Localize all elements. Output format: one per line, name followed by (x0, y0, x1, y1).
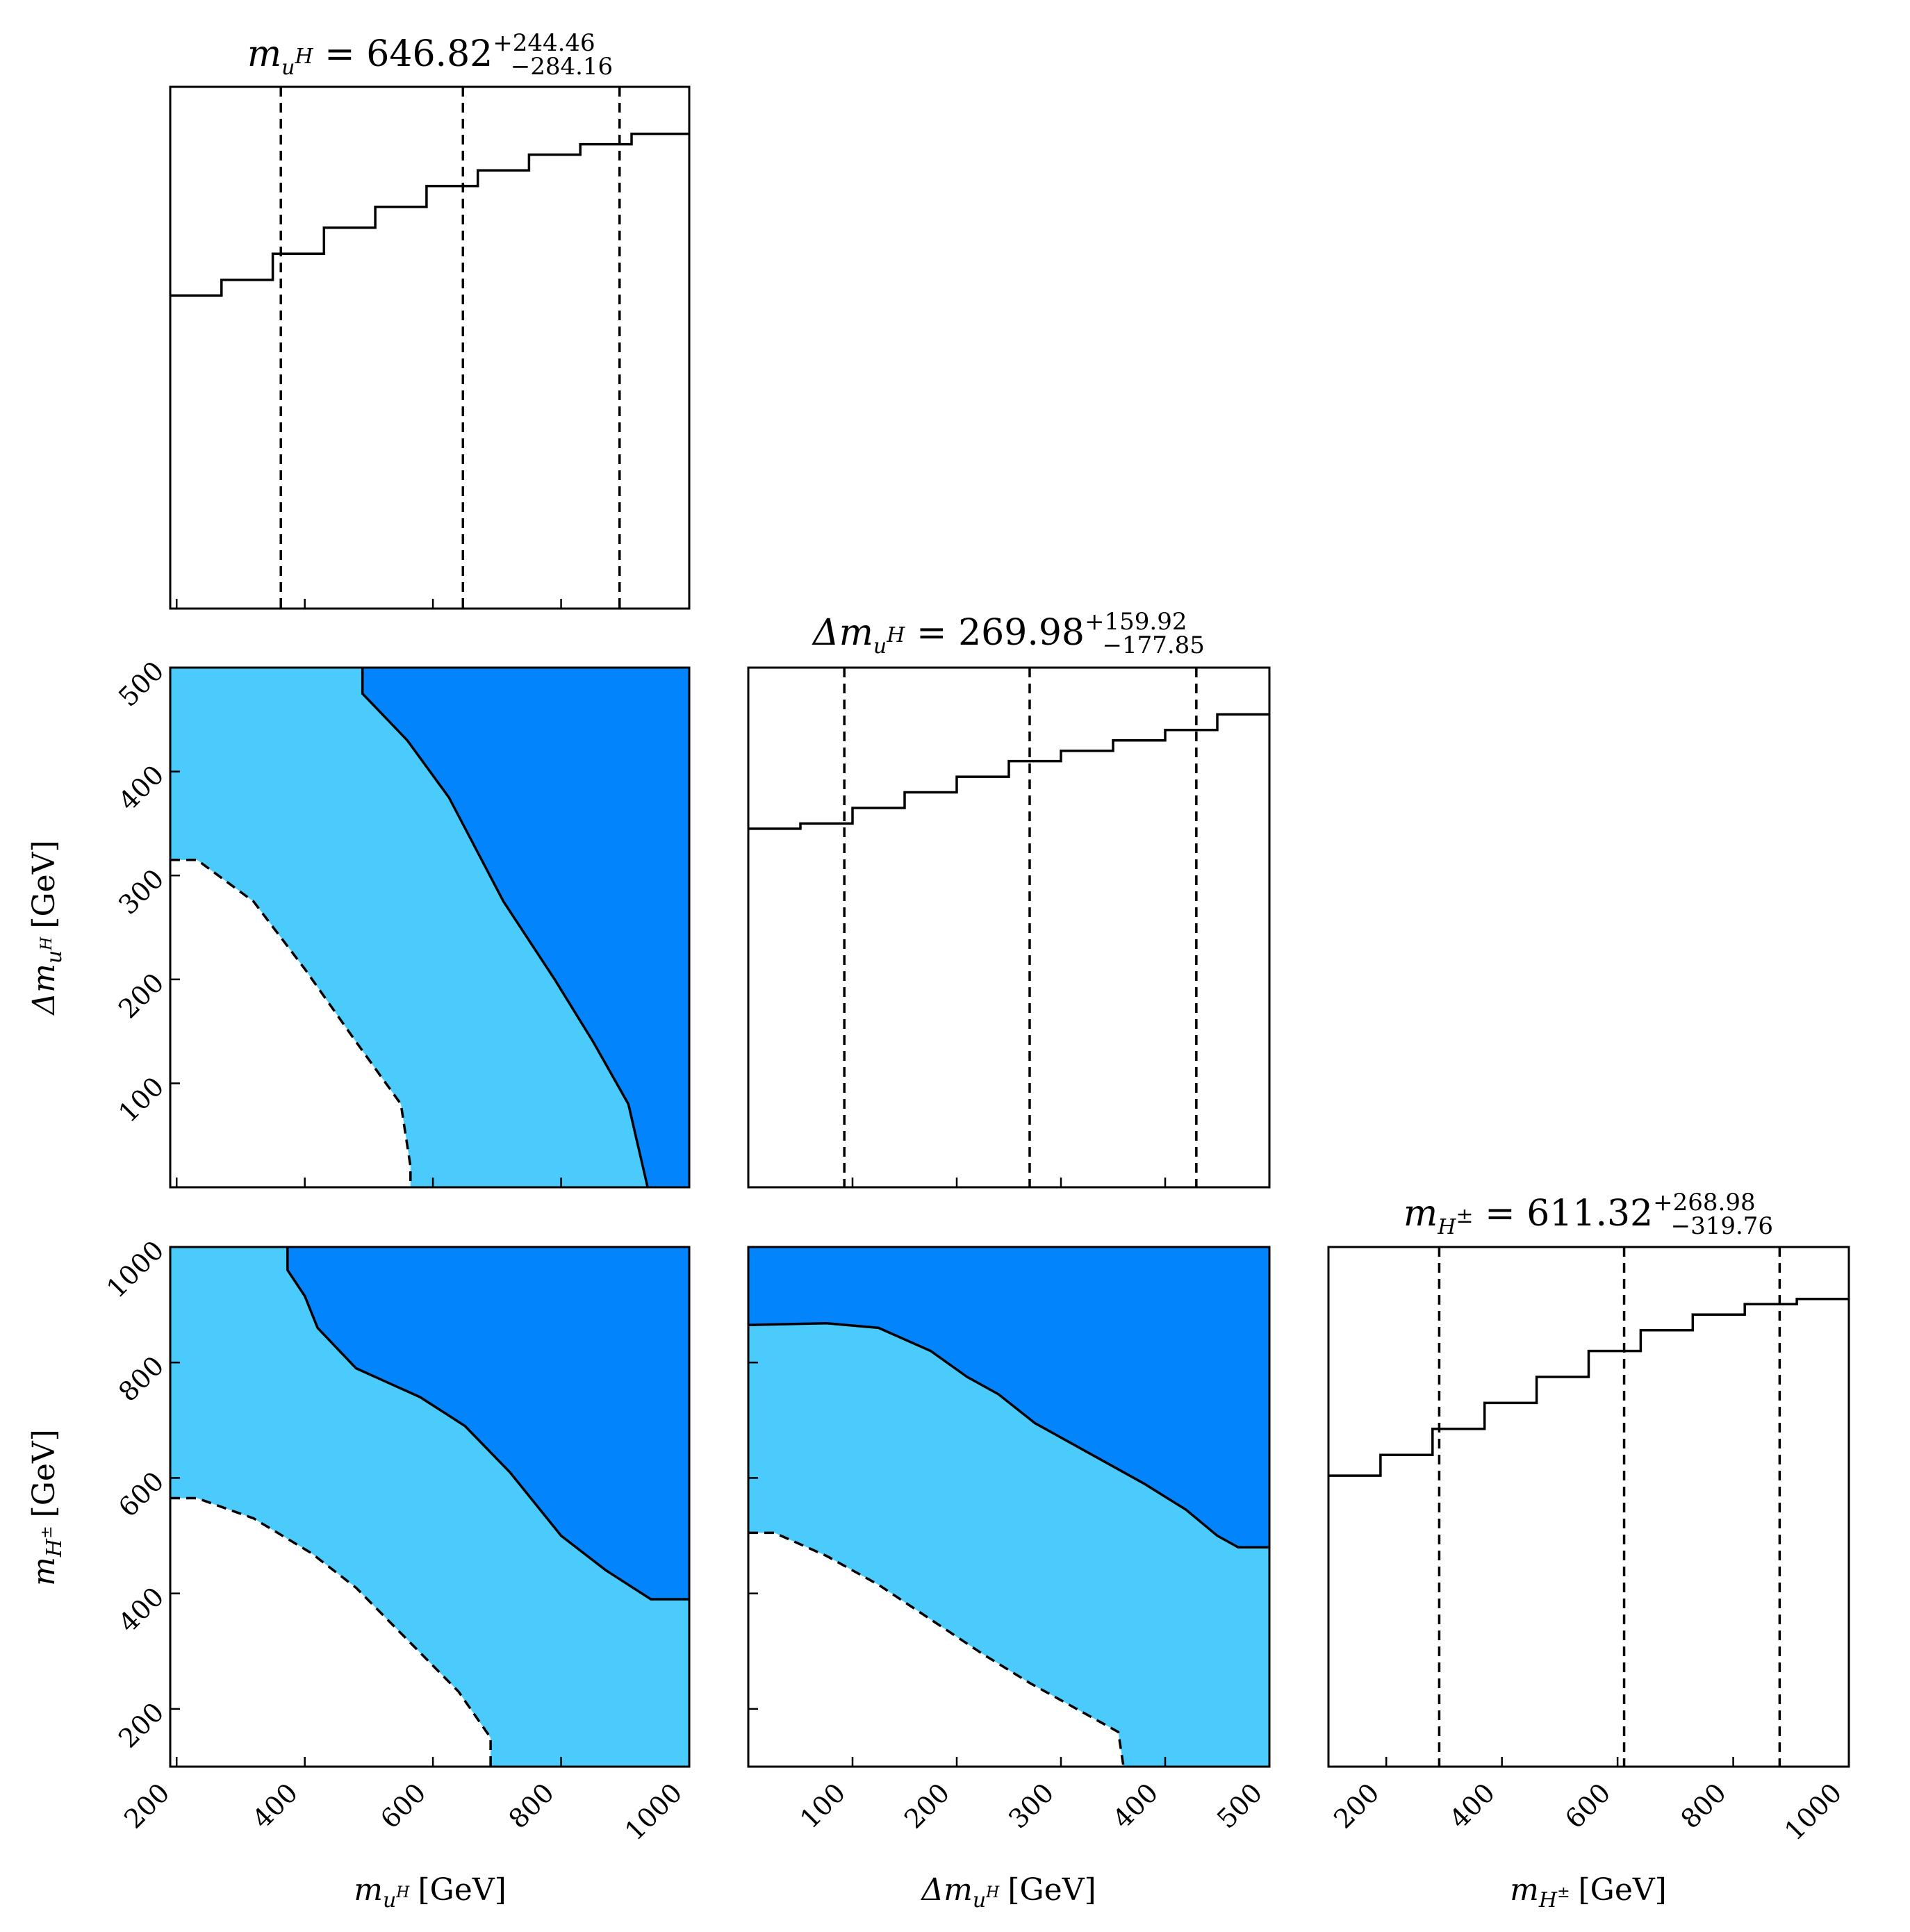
y-tick-label: 100 (113, 1071, 170, 1128)
inner-contour (748, 1321, 1269, 1549)
panel-dmu-marginal: ΔmuH = 269.98+159.92 −177.85 (747, 608, 1271, 1189)
panel-mh-marginal: 200 400 600 800 1000 mH± = 611.32+268.98 −319… (1327, 1189, 1850, 1913)
panel-mu-dmu-ylabel: ΔmuH[GeV] (26, 840, 67, 1016)
panel-mu-marginal-frame (169, 85, 691, 610)
inner-region (362, 668, 689, 1187)
x-tick-label: 200 (1328, 1777, 1385, 1834)
x-tick-label: 800 (503, 1777, 560, 1834)
x-tick-label: 100 (794, 1777, 851, 1834)
inner-contour (361, 668, 649, 1188)
x-tick-label: 800 (1675, 1777, 1732, 1834)
x-tick-label: 600 (374, 1777, 431, 1834)
y-tick-label: 200 (113, 967, 170, 1024)
inner-region (748, 1247, 1269, 1548)
y-tick-label: 200 (113, 1696, 170, 1753)
y-tick-label: 600 (113, 1466, 170, 1523)
x-tick-label: 200 (118, 1777, 175, 1834)
x-tick-label: 1000 (619, 1777, 689, 1847)
outer-contour (170, 1496, 492, 1767)
x-tick-label: 400 (247, 1777, 304, 1834)
panel-mu-mh-xlabel: muH [GeV] (354, 1872, 507, 1913)
frame-overlay (169, 85, 691, 610)
panel-mu-mh: 200 400 600 800 1000 200 400 600 800 1000 mH±[GeV… (26, 1235, 691, 1913)
panel-dmu-marginal-frame (747, 666, 1271, 1189)
panel-dmu-mh-xlabel: ΔmuH [GeV] (920, 1872, 1096, 1913)
histogram-step (170, 132, 689, 297)
x-tick-label: 500 (1211, 1777, 1268, 1834)
histogram-step (1328, 1298, 1849, 1477)
x-tick-label: 200 (898, 1777, 955, 1834)
panel-mh-marginal-title: mH± = 611.32+268.98 −319.76 (1403, 1189, 1773, 1240)
inner-region (287, 1247, 689, 1599)
frame-overlay (169, 666, 691, 1189)
panel-dmu-mh: 100 200 300 400 500 ΔmuH [GeV] (747, 1246, 1271, 1913)
panel-mu-mh-ylabel: mH±[GeV] (26, 1429, 67, 1586)
frame-overlay (747, 1246, 1271, 1768)
inner-contour (286, 1247, 689, 1601)
y-tick-label: 400 (113, 759, 170, 816)
outer-contour (748, 1531, 1125, 1767)
x-tick-label: 400 (1107, 1777, 1164, 1834)
panel-mh-marginal-xlabel: mH± [GeV] (1510, 1872, 1667, 1913)
frame-overlay (169, 1246, 691, 1768)
x-tick-label: 300 (1003, 1777, 1060, 1834)
y-tick-label: 800 (113, 1351, 170, 1407)
panel-mu-marginal-title: muH = 646.82+244.46 −284.16 (247, 29, 613, 81)
y-tick-label: 300 (113, 864, 170, 920)
panel-dmu-marginal-title: ΔmuH = 269.98+159.92 −177.85 (812, 608, 1205, 659)
histogram-step (748, 713, 1269, 830)
y-tick-label: 500 (113, 655, 170, 712)
x-tick-label: 1000 (1779, 1777, 1848, 1847)
panel-mu-dmu-plot: 100 200 300 400 500 (113, 655, 691, 1189)
x-tick-label: 400 (1444, 1777, 1501, 1834)
y-tick-label: 1000 (101, 1235, 170, 1304)
outer-contour (170, 859, 412, 1187)
panel-mu-marginal-plot (169, 85, 691, 610)
panel-mh-marginal-frame (1327, 1246, 1850, 1768)
frame-overlay (747, 666, 1271, 1189)
panel-mu-marginal: muH = 646.82+244.46 −284.16 (169, 29, 691, 610)
panel-dmu-marginal-plot (747, 666, 1271, 1189)
x-tick-label: 600 (1559, 1777, 1616, 1834)
frame-overlay (1327, 1246, 1850, 1768)
y-tick-label: 400 (113, 1581, 170, 1638)
panel-mu-dmu: 100 200 300 400 500 ΔmuH[GeV] (26, 655, 691, 1189)
